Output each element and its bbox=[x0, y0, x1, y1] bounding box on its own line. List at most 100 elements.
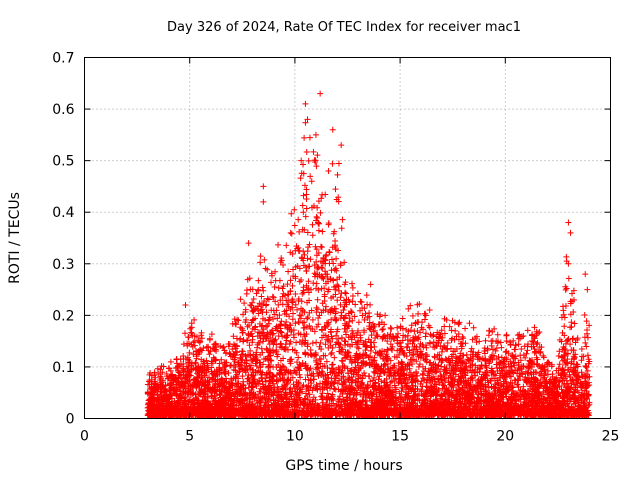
data-point bbox=[306, 309, 313, 316]
data-point bbox=[318, 309, 325, 316]
data-point bbox=[347, 354, 354, 361]
data-point bbox=[407, 302, 414, 309]
data-point bbox=[309, 232, 316, 239]
data-point bbox=[273, 341, 280, 348]
data-point bbox=[329, 160, 336, 167]
data-point bbox=[584, 352, 591, 359]
data-point bbox=[574, 361, 581, 368]
data-point bbox=[258, 293, 265, 300]
data-point bbox=[523, 350, 530, 357]
data-point bbox=[326, 249, 333, 256]
data-point bbox=[246, 342, 253, 349]
data-point bbox=[216, 360, 223, 367]
data-point bbox=[319, 265, 326, 272]
data-point bbox=[412, 377, 419, 384]
data-point bbox=[311, 262, 318, 269]
data-point bbox=[329, 335, 336, 342]
data-point bbox=[408, 322, 415, 329]
data-point bbox=[305, 278, 312, 285]
data-point bbox=[407, 369, 414, 376]
data-point bbox=[189, 332, 196, 339]
data-point bbox=[298, 298, 305, 305]
data-point bbox=[427, 379, 434, 386]
data-point bbox=[360, 398, 367, 405]
data-point bbox=[514, 332, 521, 339]
data-point bbox=[200, 358, 207, 365]
data-point bbox=[301, 324, 308, 331]
data-point bbox=[385, 366, 392, 373]
data-point bbox=[268, 329, 275, 336]
data-point bbox=[399, 385, 406, 392]
data-point bbox=[157, 366, 164, 373]
data-point bbox=[302, 119, 309, 126]
data-point bbox=[565, 275, 572, 282]
data-point bbox=[302, 337, 309, 344]
data-point bbox=[235, 359, 242, 366]
data-point bbox=[416, 361, 423, 368]
data-point bbox=[279, 285, 286, 292]
data-point bbox=[322, 191, 329, 198]
data-point bbox=[218, 388, 225, 395]
data-point bbox=[310, 280, 317, 287]
data-point bbox=[568, 319, 575, 326]
data-point bbox=[298, 170, 305, 177]
data-point bbox=[305, 244, 312, 251]
data-point bbox=[270, 373, 277, 380]
data-point bbox=[254, 287, 261, 294]
data-point bbox=[275, 284, 282, 291]
data-point bbox=[325, 221, 332, 228]
data-point bbox=[173, 400, 180, 407]
data-point bbox=[555, 370, 562, 377]
data-point bbox=[586, 399, 593, 406]
data-point bbox=[568, 395, 575, 402]
data-point bbox=[571, 320, 578, 327]
data-point bbox=[337, 294, 344, 301]
data-point bbox=[335, 283, 342, 290]
data-points bbox=[144, 90, 593, 419]
data-point bbox=[398, 380, 405, 387]
data-point bbox=[232, 352, 239, 359]
data-point bbox=[305, 157, 312, 164]
data-point bbox=[431, 354, 438, 361]
data-point bbox=[329, 361, 336, 368]
data-point bbox=[192, 391, 199, 398]
data-point bbox=[193, 351, 200, 358]
data-point bbox=[328, 267, 335, 274]
data-point bbox=[567, 324, 574, 331]
data-point bbox=[322, 324, 329, 331]
data-point bbox=[411, 328, 418, 335]
data-point bbox=[572, 339, 579, 346]
data-point bbox=[515, 335, 522, 342]
data-point bbox=[244, 276, 251, 283]
data-point bbox=[510, 337, 517, 344]
data-point bbox=[520, 352, 527, 359]
data-point bbox=[275, 400, 282, 407]
data-point bbox=[583, 318, 590, 325]
data-point bbox=[384, 338, 391, 345]
data-point bbox=[273, 371, 280, 378]
data-point bbox=[477, 391, 484, 398]
data-point bbox=[485, 332, 492, 339]
data-point bbox=[377, 311, 384, 318]
data-point bbox=[502, 349, 509, 356]
data-point bbox=[332, 310, 339, 317]
data-point bbox=[358, 299, 365, 306]
data-point bbox=[162, 382, 169, 389]
data-point bbox=[489, 346, 496, 353]
data-point bbox=[308, 370, 315, 377]
data-point bbox=[318, 346, 325, 353]
data-point bbox=[490, 371, 497, 378]
data-point bbox=[586, 322, 593, 329]
data-point bbox=[314, 204, 321, 211]
data-point bbox=[584, 367, 591, 374]
data-point bbox=[427, 359, 434, 366]
data-point bbox=[209, 345, 216, 352]
data-point bbox=[300, 400, 307, 407]
data-point bbox=[239, 366, 246, 373]
data-point bbox=[556, 361, 563, 368]
data-point bbox=[261, 298, 268, 305]
data-point bbox=[324, 336, 331, 343]
data-point bbox=[295, 380, 302, 387]
data-point bbox=[295, 354, 302, 361]
data-point bbox=[299, 202, 306, 209]
